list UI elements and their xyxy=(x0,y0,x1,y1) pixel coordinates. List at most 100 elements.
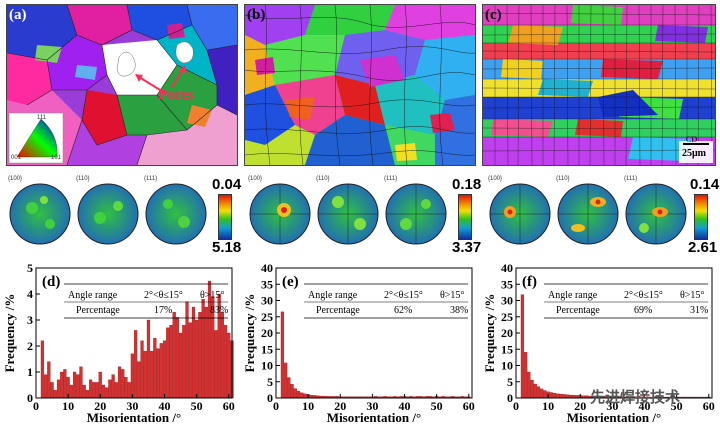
histogram-bar xyxy=(134,330,138,399)
plot-frame xyxy=(35,267,233,399)
histogram-bar xyxy=(559,393,563,399)
histogram-bar xyxy=(95,382,99,399)
pf-label-110-c: {110} xyxy=(556,176,570,182)
histogram-bar xyxy=(72,371,77,399)
table-header-cell: Angle range xyxy=(308,290,358,301)
table-data-cell: Percentage xyxy=(316,305,360,316)
y-tick-label: 25 xyxy=(501,310,513,324)
x-tick-label: 0 xyxy=(33,399,39,413)
pf-label-110-b: {110} xyxy=(316,176,330,182)
histogram-bar xyxy=(169,325,173,399)
x-tick-label: 10 xyxy=(62,399,74,413)
pf-colorbar-1 xyxy=(218,194,232,240)
histogram-bar xyxy=(140,340,144,399)
histogram-bar xyxy=(214,330,218,399)
histogram-bar xyxy=(185,301,189,399)
histogram-bar xyxy=(201,299,205,399)
histogram-bar xyxy=(198,312,202,399)
ipf-label-111: 111 xyxy=(37,115,47,121)
x-tick-label: 20 xyxy=(334,399,346,413)
histogram-bar xyxy=(153,338,157,399)
pf-max-value-1: 0.04 xyxy=(212,176,242,193)
histogram-bar xyxy=(76,374,80,399)
histogram-bar xyxy=(280,311,285,399)
table-header-cell: Angle range xyxy=(548,290,598,301)
cd-axis-label: CD xyxy=(686,135,698,144)
histogram-bar xyxy=(92,382,96,399)
panel-label-c: (c) xyxy=(485,7,502,23)
table-data-cell: 31% xyxy=(690,305,708,316)
pf-colorbar-3 xyxy=(694,194,708,240)
histogram-bar xyxy=(543,390,547,399)
pole-figure-set-2 xyxy=(249,183,447,245)
histogram-bar xyxy=(127,382,131,399)
pole-figure-110-c xyxy=(557,183,619,245)
histogram-bar xyxy=(552,392,557,399)
table-data-cell: 38% xyxy=(450,305,468,316)
histogram-bar xyxy=(60,371,64,399)
y-tick-label: 30 xyxy=(501,294,513,308)
x-tick-label: 10 xyxy=(302,399,314,413)
misorientation-chart-e: 0 10 20 30 40 50 600510152025303540Misorientat… xyxy=(242,262,475,425)
x-tick-label: 0 xyxy=(273,399,279,413)
panel-label-b: (b) xyxy=(247,7,266,23)
histogram-bar xyxy=(536,386,541,399)
histogram-bar xyxy=(520,294,525,399)
pf-colorbar-2 xyxy=(458,194,472,240)
x-tick-label: 60 xyxy=(223,399,235,413)
pole-figure-set-1 xyxy=(9,183,207,245)
histogram-bar xyxy=(156,348,160,399)
ipf-label-001: 001 xyxy=(11,155,22,161)
y-tick-label: 30 xyxy=(261,294,273,308)
histogram-bar xyxy=(114,382,118,399)
y-tick-label: 5 xyxy=(267,375,273,389)
table-data-cell: 17% xyxy=(154,305,172,316)
x-tick-label: 20 xyxy=(574,399,586,413)
y-tick-label: 5 xyxy=(507,375,513,389)
y-tick-label: 25 xyxy=(261,310,273,324)
misorientation-chart-f: 0 10 20 30 40 50 600510152025303540Misorientat… xyxy=(482,262,715,425)
x-tick-label: 40 xyxy=(399,399,411,413)
y-tick-label: 20 xyxy=(501,326,513,340)
x-tick-label: 40 xyxy=(159,399,171,413)
pole-figure-100-a xyxy=(9,183,71,245)
histogram-bar xyxy=(47,361,51,399)
histogram-bar xyxy=(524,352,528,399)
scale-bar-label: 25μm xyxy=(682,148,706,159)
x-tick-label: 50 xyxy=(191,399,203,413)
histogram-bar xyxy=(44,374,48,399)
ebsd-map-c: (c) CD 25μm xyxy=(482,4,716,166)
histogram-bar xyxy=(296,391,301,399)
y-tick-label: 2 xyxy=(27,339,33,353)
y-tick-label: 15 xyxy=(501,342,513,356)
chart-panel-label: (d) xyxy=(42,274,60,290)
x-tick-label: 50 xyxy=(671,399,683,413)
x-tick-label: 30 xyxy=(366,399,378,413)
pole-figure-111-c xyxy=(625,183,687,245)
histogram-bar xyxy=(108,379,112,399)
pole-figure-111-a xyxy=(145,183,207,245)
table-header-cell: θ>15° xyxy=(680,290,704,301)
histogram-bar xyxy=(303,393,307,399)
y-tick-label: 0 xyxy=(507,391,513,405)
misorientation-chart-d: 0 10 20 30 40 50 60 0 1 2 3 4 5 Misorientation /° Freq… xyxy=(2,262,235,425)
histogram-bar xyxy=(227,332,231,399)
plot-frame xyxy=(515,267,713,399)
pf-label-111-c: {111} xyxy=(624,176,638,182)
histogram-bar xyxy=(150,351,154,399)
pf-max-value-2: 0.18 xyxy=(452,176,482,193)
x-tick-label: 10 xyxy=(542,399,554,413)
pf-min-value-1: 5.18 xyxy=(212,239,242,256)
histogram-bar xyxy=(159,343,163,399)
y-tick-label: 1 xyxy=(27,365,33,379)
histogram-bar xyxy=(101,384,106,399)
table-header-cell: 2°<θ≤15° xyxy=(624,290,663,301)
y-tick-label: 35 xyxy=(501,277,513,291)
ebsd-map-a-grains xyxy=(7,5,237,165)
ebsd-map-b-grains xyxy=(245,5,475,165)
pole-figure-100-c xyxy=(489,183,551,245)
y-tick-label: 10 xyxy=(261,359,273,373)
chart-panel-label: (f) xyxy=(522,274,537,290)
ipf-label-101: 101 xyxy=(51,155,62,161)
x-tick-label: 60 xyxy=(463,399,475,413)
